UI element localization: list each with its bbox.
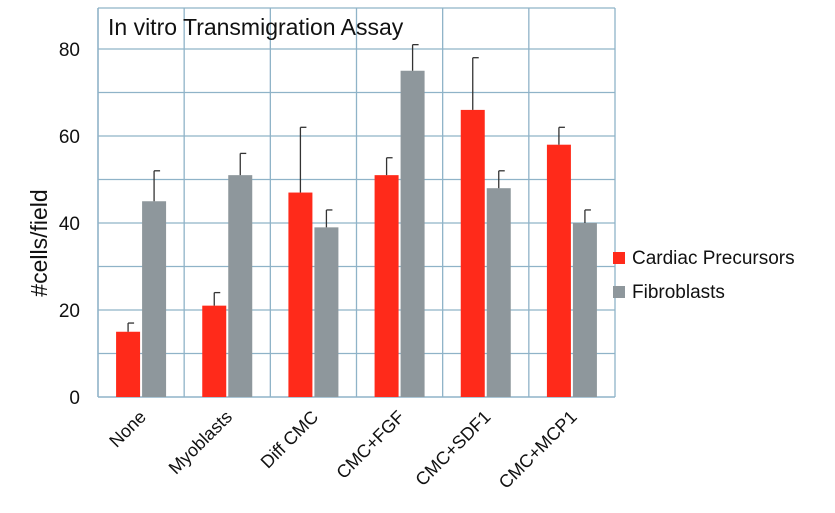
bar-cardiac-precursors [288,192,313,397]
bar-cardiac-precursors [460,109,485,398]
y-tick-label: 0 [69,388,80,409]
y-axis-label: #cells/field [26,189,52,296]
bar-cardiac-precursors [116,331,141,397]
y-tick-label: 60 [59,127,80,148]
y-tick-label: 20 [59,301,80,322]
bar-fibroblasts [314,227,339,397]
x-category-label: CMC+FGF [332,407,408,483]
x-category-label: Myoblasts [165,407,236,478]
bar-fibroblasts [142,201,167,397]
legend-label-cardiac-precursors: Cardiac Precursors [632,248,795,269]
x-category-label: None [105,407,150,452]
x-axis-ticks: None Myoblasts Diff CMC CMC+FGF CMC+SDF1 CMC+… [105,407,580,493]
x-category-label: CMC+SDF1 [411,407,494,490]
bar-fibroblasts [400,70,425,397]
bar-fibroblasts [228,175,253,397]
y-tick-label: 80 [59,40,80,61]
plot-frame [97,8,616,398]
bars [116,70,597,398]
y-tick-label: 40 [59,214,80,235]
bar-cardiac-precursors [374,175,399,397]
bar-fibroblasts [572,223,597,397]
bar-cardiac-precursors [202,305,227,397]
chart-title: In vitro Transmigration Assay [108,14,404,40]
bar-fibroblasts [486,188,511,397]
legend-swatch-cardiac-precursors [613,252,625,264]
legend: Cardiac Precursors Fibroblasts [613,248,795,303]
legend-label-fibroblasts: Fibroblasts [632,282,725,303]
y-axis-ticks: 0 20 40 60 80 [59,40,80,409]
x-category-label: CMC+MCP1 [495,407,581,493]
error-bars [127,44,591,332]
bar-cardiac-precursors [546,144,571,397]
legend-swatch-fibroblasts [613,286,625,298]
x-category-label: Diff CMC [257,407,323,473]
